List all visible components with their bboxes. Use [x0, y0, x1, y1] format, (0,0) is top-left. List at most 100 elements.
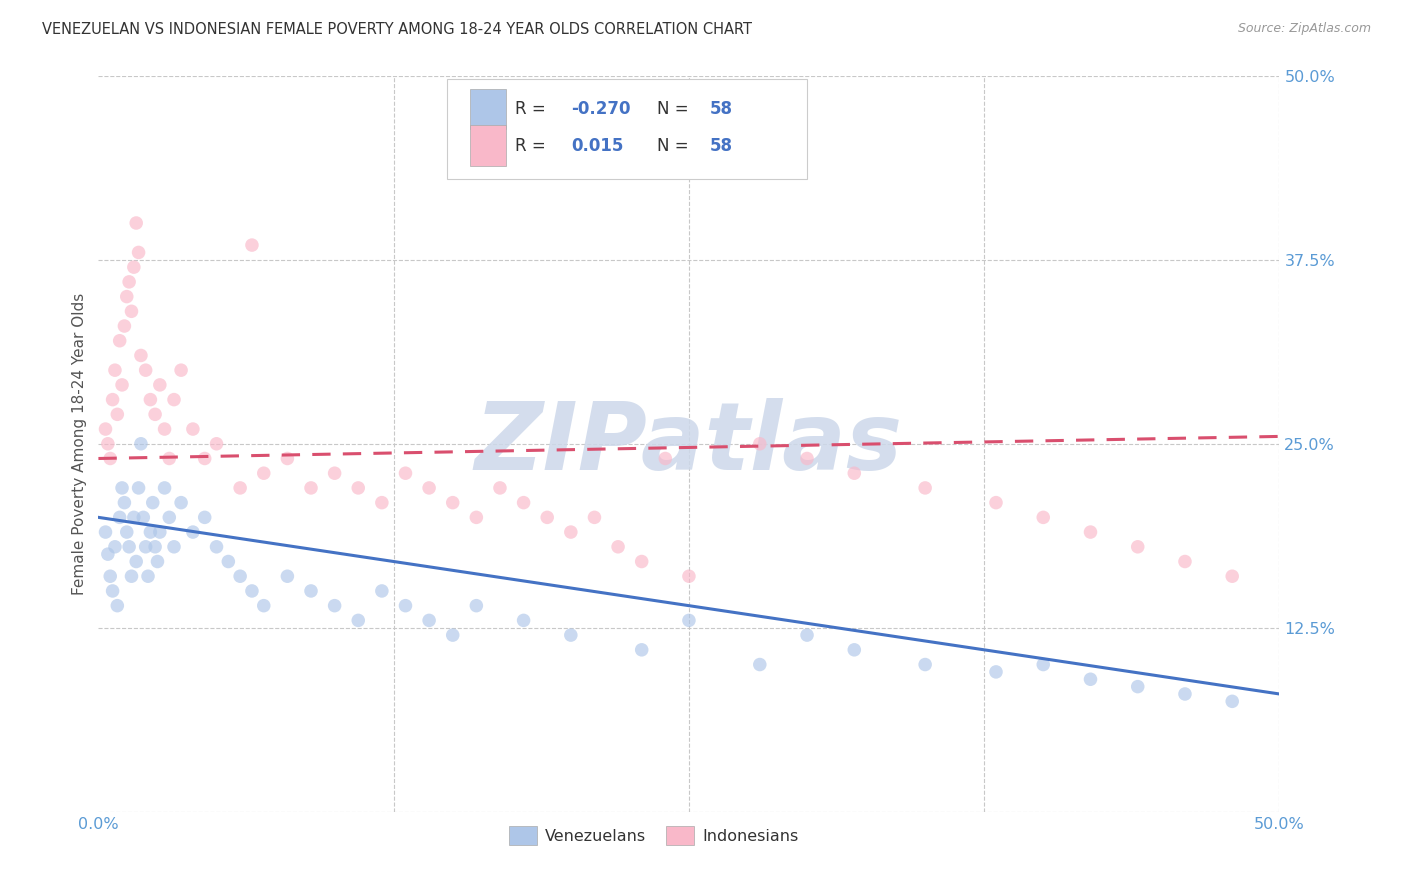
- Point: [418, 614, 440, 628]
- Point: [170, 496, 193, 510]
- Point: [441, 628, 464, 642]
- Point: [1032, 657, 1054, 672]
- Point: [153, 481, 176, 495]
- Text: N =: N =: [657, 100, 695, 118]
- Point: [441, 496, 464, 510]
- Bar: [471, 88, 506, 129]
- Point: [112, 496, 135, 510]
- Point: [299, 481, 322, 495]
- Point: [654, 451, 676, 466]
- Point: [157, 451, 180, 466]
- Point: [1126, 540, 1149, 554]
- Point: [115, 524, 138, 539]
- Point: [1220, 569, 1243, 583]
- Point: [101, 583, 124, 598]
- Point: [181, 524, 204, 539]
- Point: [323, 466, 346, 480]
- Point: [153, 422, 176, 436]
- Point: [1174, 554, 1197, 569]
- Point: [129, 436, 152, 450]
- Point: [194, 451, 217, 466]
- Point: [98, 569, 121, 583]
- Point: [143, 540, 166, 554]
- Point: [98, 451, 121, 466]
- Point: [135, 540, 157, 554]
- Point: [796, 451, 818, 466]
- Point: [678, 569, 700, 583]
- Point: [108, 510, 131, 524]
- Point: [229, 569, 252, 583]
- Point: [253, 466, 276, 480]
- Point: [132, 510, 155, 524]
- Point: [112, 318, 135, 333]
- Text: 58: 58: [710, 100, 733, 118]
- Point: [217, 554, 239, 569]
- Point: [115, 289, 138, 303]
- Point: [229, 481, 252, 495]
- Point: [122, 510, 145, 524]
- Point: [240, 583, 263, 598]
- Point: [142, 496, 165, 510]
- Point: [163, 540, 186, 554]
- Point: [101, 392, 124, 407]
- Point: [1220, 694, 1243, 708]
- Point: [205, 540, 228, 554]
- Point: [129, 348, 152, 362]
- Point: [135, 363, 157, 377]
- Point: [1126, 680, 1149, 694]
- Point: [914, 657, 936, 672]
- Point: [418, 481, 440, 495]
- Point: [394, 599, 416, 613]
- Point: [111, 378, 134, 392]
- Point: [128, 481, 150, 495]
- Point: [139, 392, 162, 407]
- Point: [347, 481, 370, 495]
- Point: [299, 583, 322, 598]
- Point: [105, 407, 128, 422]
- Point: [1080, 673, 1102, 687]
- Point: [170, 363, 193, 377]
- Point: [560, 524, 582, 539]
- Point: [128, 245, 150, 260]
- Point: [205, 436, 228, 450]
- Bar: [471, 126, 506, 166]
- Y-axis label: Female Poverty Among 18-24 Year Olds: Female Poverty Among 18-24 Year Olds: [72, 293, 87, 595]
- Text: 0.015: 0.015: [571, 136, 623, 154]
- Point: [323, 599, 346, 613]
- Point: [276, 569, 298, 583]
- Text: R =: R =: [516, 136, 557, 154]
- Point: [630, 554, 652, 569]
- Point: [94, 422, 117, 436]
- Point: [111, 481, 134, 495]
- Point: [118, 540, 141, 554]
- Point: [536, 510, 558, 524]
- Point: [748, 436, 770, 450]
- Point: [844, 466, 866, 480]
- Point: [748, 657, 770, 672]
- Point: [1174, 687, 1197, 701]
- Point: [465, 510, 488, 524]
- Point: [253, 599, 276, 613]
- Point: [512, 496, 534, 510]
- Point: [194, 510, 217, 524]
- Text: -0.270: -0.270: [571, 100, 630, 118]
- Point: [146, 554, 169, 569]
- Point: [125, 216, 148, 230]
- Text: N =: N =: [657, 136, 695, 154]
- Point: [512, 614, 534, 628]
- Text: VENEZUELAN VS INDONESIAN FEMALE POVERTY AMONG 18-24 YEAR OLDS CORRELATION CHART: VENEZUELAN VS INDONESIAN FEMALE POVERTY …: [42, 22, 752, 37]
- Point: [149, 524, 172, 539]
- Point: [914, 481, 936, 495]
- Point: [118, 275, 141, 289]
- Point: [394, 466, 416, 480]
- Point: [105, 599, 128, 613]
- Point: [143, 407, 166, 422]
- Point: [181, 422, 204, 436]
- Point: [1080, 524, 1102, 539]
- Point: [465, 599, 488, 613]
- Point: [125, 554, 148, 569]
- Point: [371, 583, 394, 598]
- Point: [104, 363, 127, 377]
- Point: [97, 547, 120, 561]
- Point: [163, 392, 186, 407]
